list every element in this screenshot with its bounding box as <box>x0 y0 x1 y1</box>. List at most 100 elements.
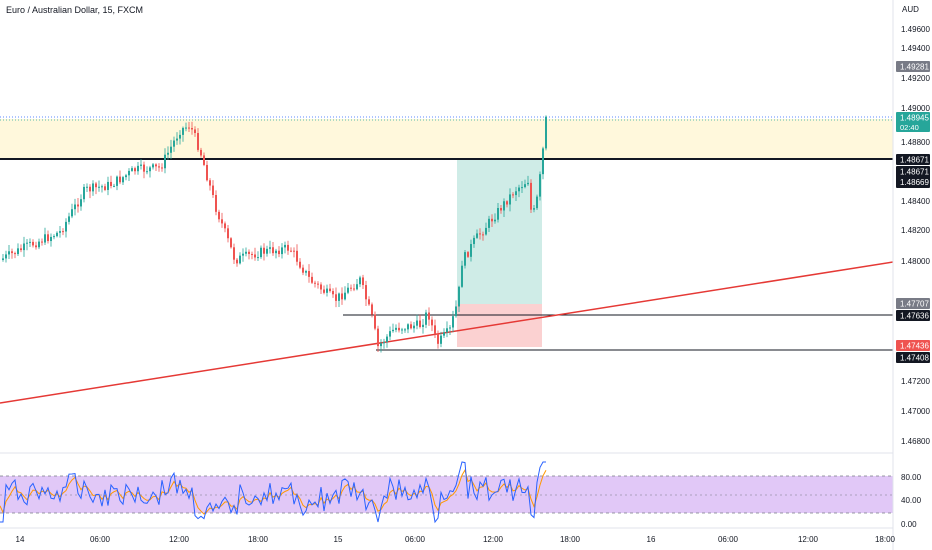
time-label: 06:00 <box>405 535 426 544</box>
candle-body <box>65 221 67 232</box>
candle-body <box>482 234 484 236</box>
time-label: 18:00 <box>248 535 269 544</box>
candle-body <box>533 208 535 210</box>
stop-tag: 1.47436 <box>900 342 929 351</box>
candle-body <box>50 236 52 242</box>
candle-body <box>398 327 400 331</box>
candle-body <box>302 267 304 273</box>
candle-body <box>296 250 298 262</box>
candle-body <box>440 335 442 344</box>
rsi-tick: 40.00 <box>901 496 922 505</box>
candle-body <box>236 259 238 264</box>
candle-body <box>56 232 58 237</box>
rsi-band <box>0 476 893 513</box>
candle-body <box>113 185 115 187</box>
support-tag-bg <box>896 310 930 321</box>
candle-body <box>530 182 532 210</box>
entry-upper-tag: 1.48671 <box>900 168 929 177</box>
candle-body <box>29 241 31 243</box>
candle-body <box>269 247 271 249</box>
candle-body <box>443 332 445 336</box>
candle-body <box>494 219 496 222</box>
candle-body <box>179 134 181 139</box>
currency-label: AUD <box>902 5 919 14</box>
candle-body <box>476 233 478 238</box>
candle-body <box>2 258 4 260</box>
candle-body <box>245 251 247 254</box>
candle-body <box>83 186 85 200</box>
candle-body <box>389 331 391 337</box>
candle-body <box>101 186 103 188</box>
candle-body <box>239 255 241 264</box>
candle-body <box>125 175 127 178</box>
price-tick: 1.49000 <box>901 104 930 113</box>
candle-body <box>197 133 199 150</box>
rsi-axis[interactable]: 80.00 40.00 0.00 <box>901 473 922 529</box>
candle-body <box>365 285 367 300</box>
candle-body <box>293 250 295 252</box>
candle-body <box>545 116 547 149</box>
candle-body <box>287 244 289 251</box>
candle-body <box>107 181 109 190</box>
time-label: 18:00 <box>560 535 581 544</box>
rsi-signal-line <box>0 468 547 515</box>
candle-body <box>80 199 82 207</box>
candle-body <box>419 320 421 328</box>
price-tick: 1.47200 <box>901 377 930 386</box>
candle-body <box>404 329 406 331</box>
candle-body <box>377 328 379 347</box>
candle-body <box>392 329 394 332</box>
candle-body <box>92 183 94 192</box>
resistance-tag-bg <box>896 154 930 165</box>
candle-body <box>209 180 211 186</box>
candle-body <box>188 127 190 129</box>
candle-body <box>62 231 64 233</box>
rsi-tick: 80.00 <box>901 473 922 482</box>
candle-body <box>122 177 124 183</box>
candle-body <box>149 167 151 172</box>
candle-body <box>170 146 172 153</box>
candle-body <box>356 284 358 290</box>
candle-body <box>38 241 40 248</box>
candle-body <box>116 176 118 186</box>
low-tag: 1.47408 <box>900 354 929 363</box>
resistance-zone <box>0 119 893 159</box>
candle-body <box>8 251 10 255</box>
candle-body <box>35 245 37 248</box>
candle-body <box>437 333 439 344</box>
candle-body <box>284 244 286 248</box>
candle-body <box>299 261 301 268</box>
candle-body <box>194 129 196 134</box>
candle-body <box>317 283 319 285</box>
candle-body <box>221 219 223 224</box>
stop-top-tag: 1.47707 <box>900 300 929 309</box>
candle-body <box>161 167 163 169</box>
candle-body <box>371 304 373 315</box>
candle-body <box>155 164 157 167</box>
candle-body <box>173 140 175 147</box>
price-axis[interactable]: 1.49600 1.49400 1.49200 1.49000 1.48800 … <box>901 25 930 446</box>
candle-body <box>200 149 202 156</box>
candle-body <box>308 271 310 277</box>
candle-body <box>131 168 133 171</box>
candle-body <box>110 181 112 187</box>
candle-body <box>206 164 208 181</box>
candle-body <box>167 152 169 155</box>
candle-body <box>140 164 142 166</box>
candle-body <box>146 171 148 173</box>
candle-body <box>230 238 232 248</box>
candle-body <box>362 277 364 286</box>
symbol-title[interactable]: Euro / Australian Dollar, 15, FXCM <box>6 5 144 15</box>
candle-body <box>44 234 46 243</box>
candle-body <box>407 324 409 330</box>
candle-body <box>395 327 397 330</box>
time-label: 06:00 <box>90 535 111 544</box>
time-label: 06:00 <box>718 535 739 544</box>
time-axis[interactable]: 14 06:00 12:00 18:00 15 06:00 12:00 18:0… <box>16 535 896 544</box>
candle-body <box>224 223 226 229</box>
candle-body <box>374 314 376 329</box>
candle-body <box>497 208 499 220</box>
stop-top-tag-bg <box>896 298 930 309</box>
trend-line[interactable] <box>0 261 894 404</box>
